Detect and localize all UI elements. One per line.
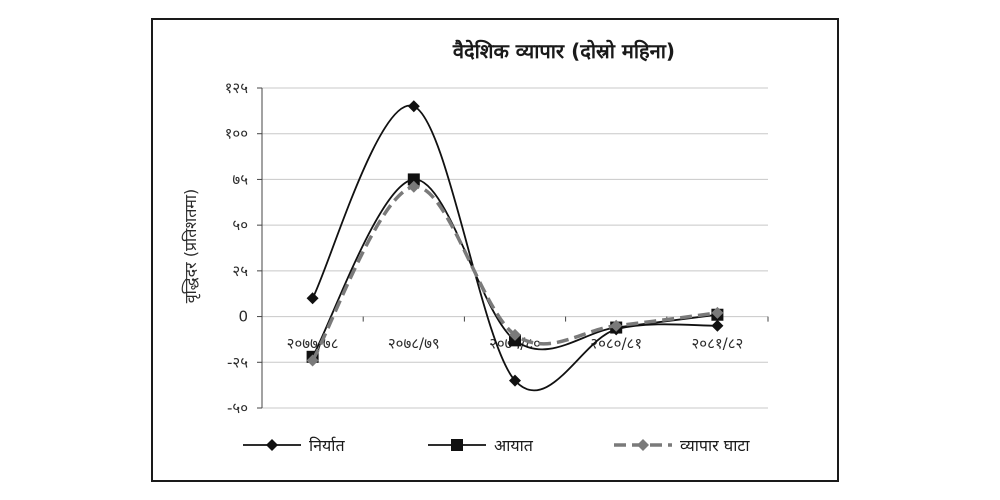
series-1-point [711, 319, 724, 332]
y-tick-label: १०० [225, 125, 248, 143]
series-3-point [407, 180, 420, 193]
series-1-point [407, 100, 420, 113]
y-tick-label: १२५ [225, 79, 249, 97]
chart-frame [151, 18, 839, 482]
legend-label: आयात [494, 436, 534, 455]
chart-title: वैदेशिक व्यापार (दोस्रो महिना) [452, 39, 675, 63]
series-1-point [509, 374, 521, 387]
series-3-point [509, 328, 521, 341]
x-tick-label: २०७७/७८ [287, 335, 339, 353]
series-layer [306, 100, 724, 392]
series-3-point [711, 306, 724, 319]
x-tick-label: २०८१/८२ [691, 335, 743, 353]
x-tick-label: २०८०/८१ [590, 335, 642, 353]
legend: निर्यात आयात व्यापार घाटा [243, 436, 750, 455]
series-2-point [407, 173, 420, 186]
series-3-point [306, 354, 319, 367]
y-tick-label: ५० [232, 216, 248, 234]
y-axis-label: वृद्धिदर (प्रतिशतमा) [181, 189, 201, 304]
series-line-3 [311, 184, 718, 362]
legend-marker [451, 439, 463, 451]
y-tick-label: 0 [238, 308, 248, 326]
y-tick-label: २५ [232, 262, 248, 280]
legend-label: व्यापार घाटा [680, 436, 750, 455]
grid-layer [262, 87, 768, 409]
legend-marker [266, 439, 278, 451]
series-1-point [306, 292, 319, 305]
axis-layer: -५०-२५0२५५०७५१००१२५२०७७/७८२०७८/७९२०७९/८०… [225, 79, 769, 417]
legend-label: निर्यात [309, 436, 345, 455]
series-line-1 [311, 104, 718, 392]
series-3-point [610, 319, 623, 332]
y-tick-label: -२५ [227, 353, 248, 371]
y-tick-label: -५० [227, 399, 248, 417]
x-tick-label: २०७८/७९ [388, 335, 440, 353]
y-tick-label: ७५ [232, 170, 248, 188]
legend-marker [637, 439, 649, 451]
